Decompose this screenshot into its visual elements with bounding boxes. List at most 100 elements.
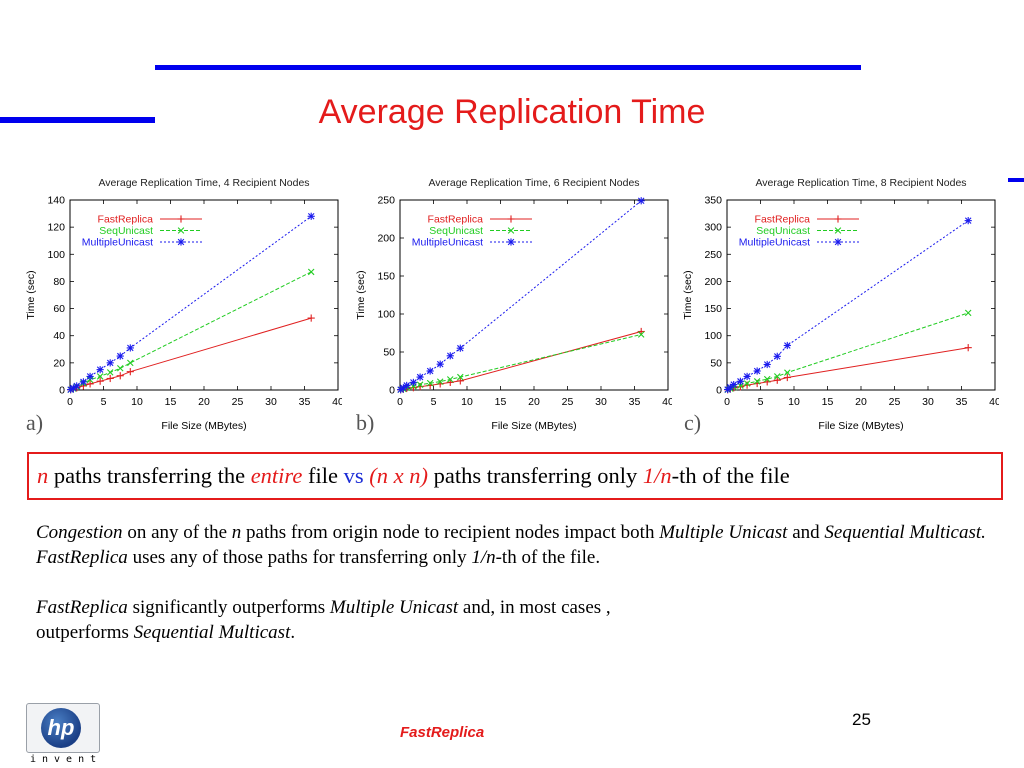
marker-stroke [416, 381, 424, 388]
y-tick-label: 60 [53, 303, 65, 315]
legend-label: MultipleUnicast [739, 237, 810, 249]
x-tick-label: 25 [889, 396, 901, 408]
data-point [763, 375, 771, 383]
marker-stroke [507, 227, 515, 234]
y-tick-label: 140 [47, 195, 65, 207]
y-tick-label: 0 [59, 385, 65, 397]
legend-label: FastReplica [755, 214, 811, 226]
marker-stroke [116, 365, 124, 372]
data-point [446, 352, 454, 360]
data-point [637, 197, 645, 205]
x-tick-label: 5 [101, 396, 107, 408]
marker-stroke [834, 238, 842, 246]
x-tick-label: 15 [165, 396, 177, 408]
marker-stroke [964, 309, 972, 317]
hp-logo: hp invent [26, 703, 106, 765]
y-tick-label: 300 [704, 222, 722, 234]
legend-marker [177, 238, 185, 246]
data-point [73, 382, 81, 390]
marker-stroke [96, 373, 104, 380]
x-tick-label: 15 [495, 396, 507, 408]
top-rule [155, 65, 861, 70]
data-point [426, 379, 434, 387]
x-tick-label: 10 [131, 396, 143, 408]
x-axis-label: File Size (MBytes) [818, 420, 903, 432]
vs-term: vs [343, 463, 364, 488]
marker-stroke [307, 268, 315, 276]
right-rule [1008, 178, 1024, 182]
data-point [753, 367, 761, 375]
data-point [126, 368, 134, 376]
data-point [436, 378, 444, 385]
msg-text-2: file [302, 463, 344, 488]
paragraph-conclusion: FastReplica significantly outperforms Mu… [36, 595, 986, 645]
term-sequential-multicast: Sequential Multicast [133, 622, 291, 643]
chart-title: Average Replication Time, 6 Recipient No… [428, 177, 639, 189]
marker-stroke [637, 197, 645, 205]
data-point [736, 377, 744, 385]
data-point [307, 314, 315, 322]
plot-frame [399, 199, 669, 391]
marker-stroke [177, 227, 185, 234]
data-point [743, 381, 751, 389]
x-tick-label: 35 [299, 396, 311, 408]
marker-stroke [743, 380, 751, 387]
data-point [96, 366, 104, 374]
data-point [457, 373, 464, 381]
marker-stroke [127, 359, 134, 367]
y-axis-label: Time (sec) [682, 270, 694, 319]
marker-stroke [763, 361, 771, 368]
x-tick-label: 0 [67, 396, 73, 408]
marker-stroke [446, 376, 454, 383]
term-congestion: Congestion [36, 522, 123, 543]
data-point [773, 373, 781, 380]
data-point [116, 352, 124, 360]
y-tick-label: 0 [716, 385, 722, 397]
marker-stroke [637, 331, 645, 338]
page-number: 25 [852, 710, 871, 729]
x-axis-label: File Size (MBytes) [491, 420, 576, 432]
data-point [409, 378, 417, 386]
term-n: n [231, 522, 242, 543]
x-tick-label: 40 [662, 396, 672, 408]
data-point [307, 268, 315, 276]
chart-8-nodes: Average Replication Time, 8 Recipient No… [677, 170, 999, 442]
text: -th of the file. [495, 547, 601, 568]
data-point [79, 378, 87, 386]
marker-stroke [784, 342, 791, 349]
x-tick-label: 30 [595, 396, 607, 408]
slide-title: Average Replication Time [318, 93, 706, 131]
x-tick-label: 40 [332, 396, 342, 408]
data-point [86, 380, 94, 388]
y-tick-label: 150 [704, 303, 722, 315]
marker-stroke [446, 352, 454, 360]
logo-frame: hp [26, 703, 100, 753]
x-axis-label: File Size (MBytes) [161, 420, 246, 432]
data-point [96, 373, 104, 380]
data-point [416, 381, 424, 388]
x-tick-label: 0 [724, 396, 730, 408]
body-text: Congestion on any of the n paths from or… [36, 520, 986, 645]
legend-label: SeqUnicast [99, 225, 153, 237]
marker-stroke [457, 373, 464, 381]
legend-marker [507, 227, 515, 234]
entire-term: entire [250, 463, 303, 488]
y-tick-label: 100 [377, 309, 395, 321]
series-line [400, 331, 642, 391]
text: on any of the [122, 522, 232, 543]
x-tick-label: 5 [431, 396, 437, 408]
legend-marker [834, 227, 842, 234]
series-multipleunicast [67, 212, 315, 394]
term-fastreplica: FastReplica [36, 597, 128, 618]
left-rule [0, 117, 155, 123]
y-tick-label: 0 [389, 385, 395, 397]
n-term: n [37, 463, 49, 488]
marker-stroke [403, 382, 410, 389]
term-sequential-multicast: Sequential Multicast. [824, 522, 986, 543]
legend-marker [507, 238, 515, 246]
data-point [773, 352, 781, 360]
marker-stroke [436, 378, 444, 385]
legend-marker [177, 227, 185, 234]
y-tick-label: 40 [53, 330, 65, 342]
y-tick-label: 50 [383, 347, 395, 359]
